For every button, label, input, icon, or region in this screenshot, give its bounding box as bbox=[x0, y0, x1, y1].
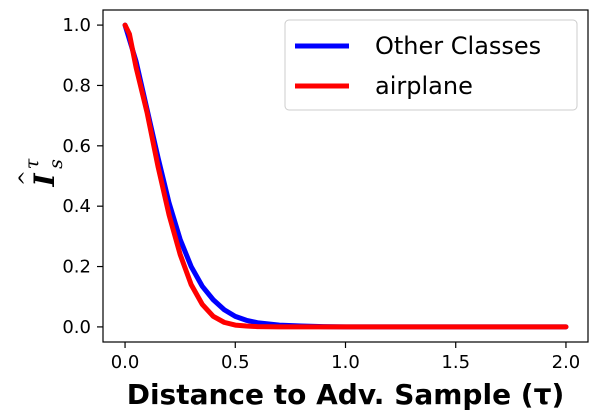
x-tick-label: 0.5 bbox=[221, 352, 250, 373]
legend: Other Classes airplane bbox=[284, 19, 578, 111]
y-tick-label: 1.0 bbox=[62, 15, 91, 36]
y-axis-label-base: I bbox=[28, 173, 61, 188]
x-tick-label: 0.0 bbox=[111, 352, 140, 373]
y-tick-label: 0.4 bbox=[62, 196, 91, 217]
x-tick-label: 1.0 bbox=[331, 352, 360, 373]
x-tick-label: 1.5 bbox=[441, 352, 470, 373]
y-tick-label: 0.2 bbox=[62, 257, 91, 278]
y-axis-label: ^ I τ s bbox=[15, 158, 67, 187]
x-axis-label: Distance to Adv. Sample (τ) bbox=[127, 378, 565, 411]
x-tick-label: 2.0 bbox=[552, 352, 581, 373]
x-axis-ticks: 0.0 0.5 1.0 1.5 2.0 bbox=[111, 342, 581, 373]
legend-label-airplane: airplane bbox=[375, 72, 473, 100]
series-lines bbox=[122, 22, 569, 330]
legend-box bbox=[284, 19, 578, 111]
y-axis-label-hat: ^ bbox=[15, 170, 37, 186]
series-line-airplane bbox=[122, 22, 569, 330]
y-axis-ticks: 0.0 0.2 0.4 0.6 0.8 1.0 bbox=[62, 15, 103, 338]
y-axis-label-subscript: s bbox=[45, 159, 67, 169]
y-axis-label-superscript: τ bbox=[21, 158, 43, 169]
y-tick-label: 0.0 bbox=[62, 317, 91, 338]
y-tick-label: 0.8 bbox=[62, 75, 91, 96]
legend-label-other-classes: Other Classes bbox=[375, 32, 541, 60]
y-tick-label: 0.6 bbox=[62, 136, 91, 157]
